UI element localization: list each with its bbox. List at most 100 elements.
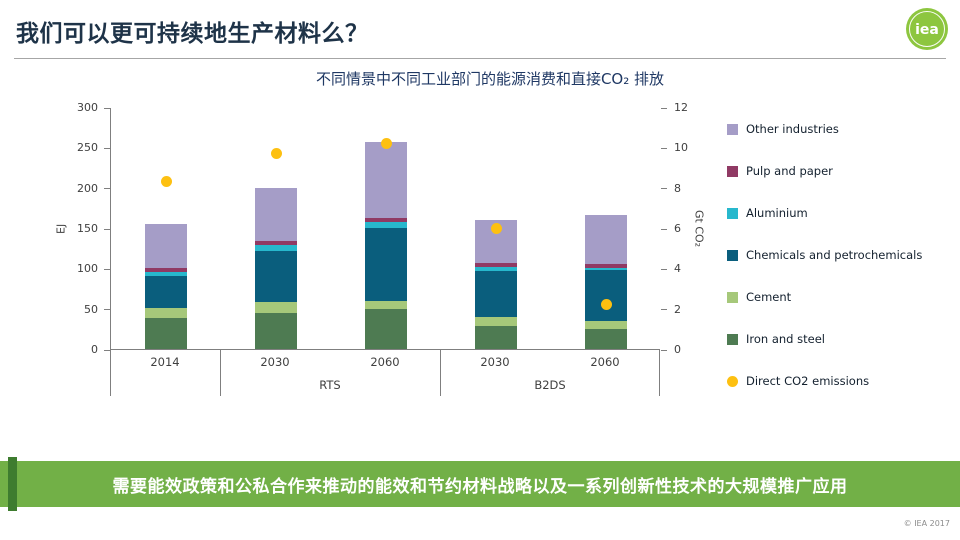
category-label: 2030 <box>260 355 290 369</box>
bar-segment-cement <box>585 320 627 329</box>
co2-dot <box>270 147 282 159</box>
bar-segment-pulp-and-paper <box>585 263 627 268</box>
legend-label: Other industries <box>746 122 839 136</box>
legend-swatch <box>727 375 738 387</box>
left-axis-tick-label: 300 <box>77 101 98 114</box>
legend-swatch <box>727 165 738 177</box>
left-axis-tick-label: 50 <box>84 302 98 316</box>
group-divider <box>659 350 660 396</box>
bar-segment-iron-and-steel <box>255 312 297 349</box>
category-label: 2030 <box>480 355 510 369</box>
legend: Other industries Pulp and paper Aluminium C… <box>727 122 922 416</box>
co2-dot <box>600 299 612 311</box>
takeaway-banner: 需要能效政策和公私合作来推动的能效和节约材料战略以及一系列创新性技术的大规模推广… <box>0 461 960 507</box>
bar-segment-iron-and-steel <box>585 328 627 349</box>
category-axis: 2014 2030 2060 2030 2060 RTS B2DS <box>110 350 660 396</box>
legend-label: Direct CO2 emissions <box>746 374 870 388</box>
left-axis-tick <box>104 107 110 109</box>
co2-dot <box>160 176 172 188</box>
legend-swatch <box>727 207 738 219</box>
bar-segment-cement <box>365 300 407 309</box>
bar-segment-chemicals-and-petrochemicals <box>475 270 517 317</box>
category-label: 2014 <box>150 355 180 369</box>
legend-item: Direct CO2 emissions <box>727 374 922 388</box>
group-divider <box>440 350 441 396</box>
left-axis-tick <box>104 228 110 230</box>
bar-segment-aluminium <box>475 266 517 271</box>
header-divider <box>14 58 946 59</box>
legend-item: Chemicals and petrochemicals <box>727 248 922 262</box>
bar-segment-pulp-and-paper <box>145 267 187 273</box>
bar-segment-chemicals-and-petrochemicals <box>255 250 297 303</box>
bar-segment-other-industries <box>585 215 627 264</box>
left-axis-tick <box>104 188 110 190</box>
category-label: 2060 <box>370 355 400 369</box>
iea-logo: iea <box>906 8 948 50</box>
legend-item: Aluminium <box>727 206 922 220</box>
right-axis-tick-label: 2 <box>674 302 681 316</box>
copyright: © IEA 2017 <box>903 519 950 528</box>
legend-label: Pulp and paper <box>746 164 833 178</box>
category-label: 2060 <box>590 355 620 369</box>
right-axis-tick <box>661 188 667 190</box>
left-axis-tick-label: 150 <box>77 222 98 235</box>
right-axis-tick <box>661 268 667 270</box>
left-axis-tick <box>104 309 110 311</box>
right-axis-tick <box>661 228 667 230</box>
right-axis-title: Gt CO₂ <box>692 210 706 248</box>
bar-segment-iron-and-steel <box>145 318 187 349</box>
left-axis-tick <box>104 268 110 270</box>
right-axis-tick-label: 6 <box>674 222 681 235</box>
bar-segment-iron-and-steel <box>365 308 407 349</box>
group-label: B2DS <box>534 378 566 392</box>
bar-segment-pulp-and-paper <box>255 240 297 245</box>
legend-item: Pulp and paper <box>727 164 922 178</box>
banner-accent-bar <box>8 457 17 511</box>
left-axis-tick-label: 100 <box>77 262 98 276</box>
bar-segment-other-industries <box>365 141 407 219</box>
iea-logo-text: iea <box>915 22 939 38</box>
legend-swatch <box>727 333 738 345</box>
group-divider <box>220 350 221 396</box>
legend-item: Iron and steel <box>727 332 922 346</box>
bar-segment-aluminium <box>255 244 297 251</box>
legend-label: Aluminium <box>746 206 808 220</box>
right-axis-tick-labels: 0 2 4 6 8 10 12 <box>666 101 696 356</box>
legend-item: Other industries <box>727 122 922 136</box>
right-axis-tick-label: 10 <box>674 141 688 155</box>
left-axis-tick-labels: 0 50 100 150 200 250 300 <box>62 101 104 356</box>
bar-segment-aluminium <box>145 272 187 276</box>
right-axis-tick-label: 4 <box>674 262 681 276</box>
bar-segment-chemicals-and-petrochemicals <box>145 275 187 308</box>
bar-segment-pulp-and-paper <box>365 218 407 223</box>
right-axis-tick-label: 8 <box>674 181 681 195</box>
co2-dot <box>380 137 392 149</box>
left-axis-tick-label: 0 <box>91 343 98 356</box>
legend-swatch <box>727 291 738 303</box>
right-axis-tick <box>661 349 667 351</box>
right-axis-tick-label: 0 <box>674 343 681 356</box>
bar-segment-aluminium <box>365 222 407 228</box>
legend-label: Chemicals and petrochemicals <box>746 248 923 262</box>
left-axis-tick-label: 200 <box>77 181 98 195</box>
co2-dot <box>490 222 502 234</box>
bar-segment-other-industries <box>145 223 187 268</box>
group-label: RTS <box>319 378 341 392</box>
legend-label: Cement <box>746 290 792 304</box>
chart-title: 不同情景中不同工业部门的能源消费和直接CO₂ 排放 <box>315 70 665 88</box>
left-axis-tick <box>104 147 110 149</box>
bar-segment-chemicals-and-petrochemicals <box>585 269 627 321</box>
legend-swatch <box>727 249 738 261</box>
plot-area <box>104 107 667 351</box>
bar-segment-cement <box>475 316 517 327</box>
legend-swatch <box>727 123 738 135</box>
legend-item: Cement <box>727 290 922 304</box>
iea-logo-ring <box>909 11 945 47</box>
bar-segment-aluminium <box>585 267 627 270</box>
group-divider <box>110 350 111 396</box>
right-axis-tick <box>661 309 667 311</box>
right-axis-tick-label: 12 <box>674 101 688 114</box>
bar-segment-other-industries <box>255 187 297 241</box>
left-axis-tick-label: 250 <box>77 141 98 155</box>
slide-title: 我们可以更可持续地生产材料么？ <box>16 21 369 47</box>
